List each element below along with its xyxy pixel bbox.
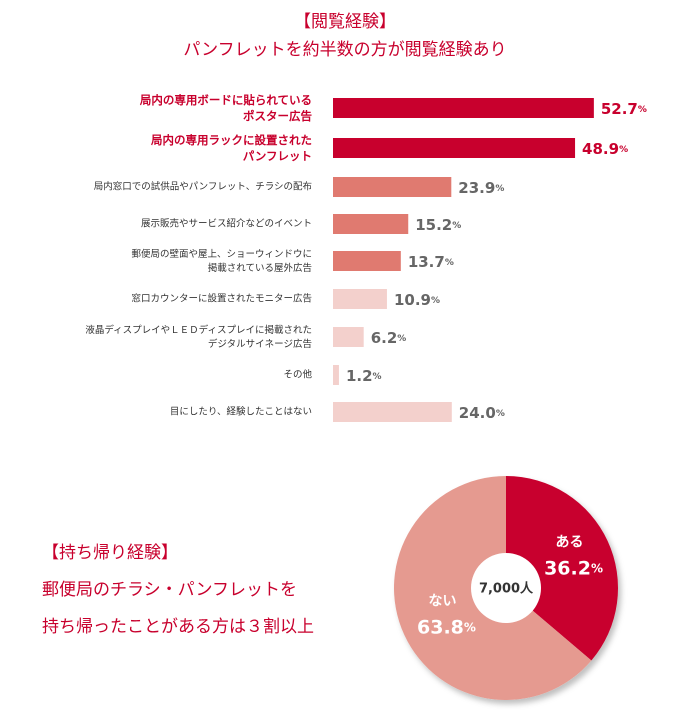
slice-value: 63.8% (417, 616, 476, 638)
chart-title: 【持ち帰り経験】 (42, 543, 178, 563)
bar (333, 177, 452, 197)
value-label: 24.0% (459, 404, 505, 422)
bar (333, 251, 401, 271)
slice-value: 36.2% (544, 557, 603, 579)
pie-slice (506, 476, 618, 661)
bar (333, 214, 409, 234)
bar (333, 138, 576, 158)
bar (333, 98, 594, 118)
value-label: 1.2% (346, 367, 382, 385)
category-label: 局内窓口での試供品やパンフレット、チラシの配布 (94, 181, 312, 193)
bar (333, 365, 339, 385)
chart-title: 郵便局のチラシ・パンフレットを (42, 580, 297, 600)
bar (333, 289, 387, 309)
chart-title: パンフレットを約半数の方が閲覧経験あり (183, 40, 506, 60)
category-label: 郵便局の壁面や屋上、ショーウィンドウに掲載されている屋外広告 (131, 248, 312, 274)
value-label: 52.7% (601, 100, 647, 118)
slice-name: ない (428, 593, 456, 609)
category-label: 目にしたり、経験したことはない (170, 406, 312, 418)
chart-title: 【閲覧経験】 (294, 12, 396, 32)
category-label: 局内の専用ボードに貼られているポスター広告 (139, 93, 313, 123)
chart-title: 持ち帰ったことがある方は３割以上 (42, 617, 314, 637)
bar (333, 402, 452, 422)
value-label: 23.9% (458, 179, 504, 197)
value-label: 6.2% (371, 329, 407, 347)
category-label: 窓口カウンターに設置されたモニター広告 (131, 293, 312, 305)
value-label: 10.9% (394, 291, 440, 309)
pie-hole (471, 553, 541, 623)
bar (333, 327, 364, 347)
value-label: 15.2% (415, 216, 461, 234)
category-label: 局内の専用ラックに設置されたパンフレット (150, 133, 312, 163)
center-label: 7,000人 (479, 581, 534, 597)
category-label: 液晶ディスプレイやＬＥＤディスプレイに掲載されたデジタルサイネージ広告 (85, 324, 312, 350)
value-label: 48.9% (582, 140, 628, 158)
category-label: その他 (283, 369, 312, 381)
value-label: 13.7% (408, 253, 454, 271)
slice-name: ある (556, 535, 584, 551)
category-label: 展示販売やサービス紹介などのイベント (141, 218, 312, 230)
